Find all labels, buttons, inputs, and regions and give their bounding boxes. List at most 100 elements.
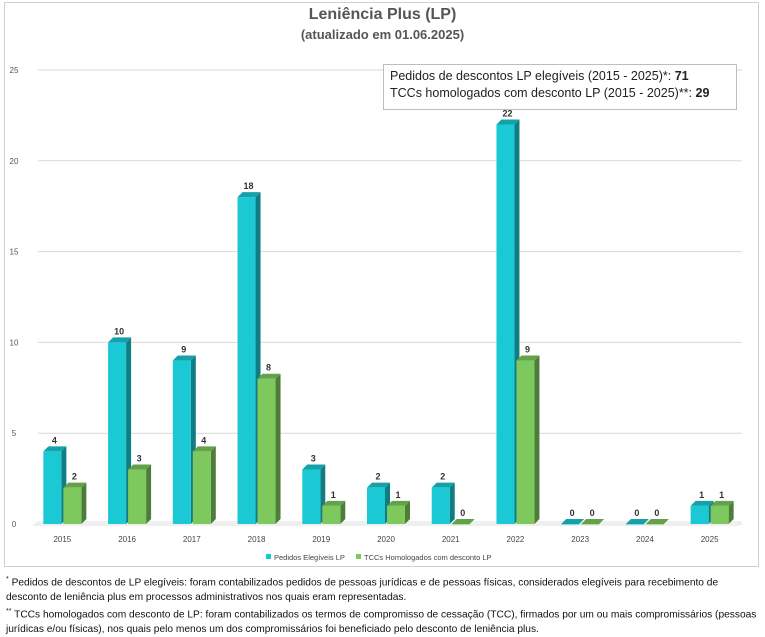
- y-tick-label-5: 5: [12, 429, 17, 438]
- bar-top: [625, 519, 649, 524]
- x-tick-label-2018: 2018: [248, 535, 266, 544]
- bar-top: [561, 519, 585, 524]
- bar-pedidos-2019: [302, 464, 326, 524]
- legend-label-tccs: TCCs Homologados com desconto LP: [364, 553, 492, 562]
- data-label-tccs-2018: 8: [266, 363, 271, 373]
- x-tick-label-2017: 2017: [183, 535, 201, 544]
- bar-top: [302, 464, 326, 470]
- y-tick-label-15: 15: [10, 248, 19, 257]
- bar-front: [645, 524, 664, 525]
- bar-top: [451, 519, 475, 524]
- totals-requests-value: 71: [674, 69, 689, 83]
- totals-line-requests: Pedidos de descontos LP elegíveis (2015 …: [390, 68, 730, 85]
- x-tick-label-2019: 2019: [312, 535, 330, 544]
- footnote-1-text: Pedidos de descontos de LP elegíveis: fo…: [6, 577, 719, 604]
- bar-pedidos-2015: [43, 446, 67, 524]
- data-label-tccs-2021: 0: [460, 508, 465, 518]
- bar-front: [690, 505, 709, 524]
- y-tick-label-10: 10: [10, 338, 19, 347]
- data-label-pedidos-2022: 22: [502, 108, 512, 118]
- bar-top: [322, 500, 346, 506]
- data-label-tccs-2015: 2: [72, 472, 77, 482]
- bar-tccs-2021: [451, 519, 475, 525]
- totals-line-tccs: TCCs homologados com desconto LP (2015 -…: [390, 85, 730, 102]
- bar-pedidos-2024: [625, 519, 649, 525]
- x-tick-label-2024: 2024: [636, 535, 654, 544]
- totals-tccs-label: TCCs homologados com desconto LP (2015 -…: [390, 86, 696, 100]
- legend-label-pedidos: Pedidos Elegíveis LP: [274, 553, 345, 562]
- legend-swatch-pedidos: [266, 554, 271, 559]
- data-label-tccs-2017: 4: [201, 435, 206, 445]
- footnote-2-marker: **: [6, 608, 12, 615]
- bar-top: [128, 464, 152, 470]
- data-label-pedidos-2020: 2: [375, 472, 380, 482]
- bar-pedidos-2025: [690, 500, 714, 524]
- data-label-tccs-2022: 9: [525, 345, 530, 355]
- bar-pedidos-2018: [237, 192, 261, 524]
- footnote-eligible-requests: * Pedidos de descontos de LP elegíveis: …: [6, 572, 758, 605]
- bar-pedidos-2021: [431, 482, 455, 524]
- totals-info-box: Pedidos de descontos LP elegíveis (2015 …: [383, 64, 737, 110]
- y-tick-label-25: 25: [10, 66, 19, 75]
- bar-front: [367, 487, 385, 524]
- bar-top: [387, 500, 410, 506]
- x-tick-label-2020: 2020: [377, 535, 395, 544]
- bar-top: [257, 373, 281, 379]
- bar-front: [322, 505, 341, 524]
- bar-front: [63, 487, 82, 524]
- bar-tccs-2017: [192, 446, 216, 524]
- bar-front: [581, 524, 600, 525]
- data-label-tccs-2024: 0: [654, 508, 659, 518]
- data-label-pedidos-2017: 9: [181, 345, 186, 355]
- bar-front: [387, 505, 405, 524]
- footnote-1-marker: *: [6, 576, 9, 583]
- x-tick-label-2025: 2025: [701, 535, 719, 544]
- bar-side: [275, 373, 281, 524]
- bar-front: [625, 524, 644, 525]
- footnote-homologated-tccs: ** TCCs homologados com desconto de LP: …: [6, 604, 758, 637]
- data-label-pedidos-2021: 2: [440, 472, 445, 482]
- bar-side: [210, 446, 216, 524]
- data-label-pedidos-2016: 10: [114, 326, 124, 336]
- data-label-tccs-2019: 1: [331, 490, 336, 500]
- bar-tccs-2015: [63, 482, 87, 524]
- legend-swatch-tccs: [356, 554, 361, 559]
- bar-front: [302, 469, 321, 524]
- footnote-2-text: TCCs homologados com desconto de LP: for…: [6, 609, 757, 636]
- data-label-tccs-2023: 0: [590, 508, 595, 518]
- bar-tccs-2023: [581, 519, 605, 525]
- data-label-pedidos-2018: 18: [244, 181, 254, 191]
- data-label-pedidos-2024: 0: [634, 508, 639, 518]
- data-label-pedidos-2025: 1: [699, 490, 704, 500]
- y-tick-label-0: 0: [12, 520, 17, 529]
- x-tick-label-2021: 2021: [442, 535, 460, 544]
- bar-pedidos-2017: [172, 355, 196, 524]
- data-label-tccs-2025: 1: [719, 490, 724, 500]
- data-label-pedidos-2023: 0: [570, 508, 575, 518]
- x-tick-label-2015: 2015: [53, 535, 71, 544]
- bar-front: [496, 124, 515, 524]
- bar-top: [237, 192, 261, 198]
- bar-top: [496, 119, 520, 125]
- chart-title: Leniência Plus (LP): [308, 6, 457, 23]
- bar-front: [128, 469, 147, 524]
- y-tick-label-20: 20: [10, 157, 19, 166]
- bar-tccs-2025: [710, 500, 734, 524]
- bar-pedidos-2020: [367, 482, 390, 524]
- bar-top: [43, 446, 67, 452]
- bar-front: [516, 360, 535, 524]
- bar-chart: 0510152025422015103201694201718820183120…: [10, 66, 742, 562]
- bar-side: [534, 355, 540, 524]
- bar-front: [451, 524, 470, 525]
- bar-front: [710, 505, 729, 524]
- bar-top: [63, 482, 87, 488]
- x-tick-label-2023: 2023: [571, 535, 589, 544]
- bar-top: [516, 355, 540, 361]
- totals-requests-label: Pedidos de descontos LP elegíveis (2015 …: [390, 69, 675, 83]
- bar-front: [43, 451, 62, 524]
- bar-front: [237, 197, 256, 524]
- data-label-pedidos-2015: 4: [52, 435, 57, 445]
- bar-side: [405, 500, 410, 524]
- bar-top: [172, 355, 196, 361]
- bar-tccs-2022: [516, 355, 540, 524]
